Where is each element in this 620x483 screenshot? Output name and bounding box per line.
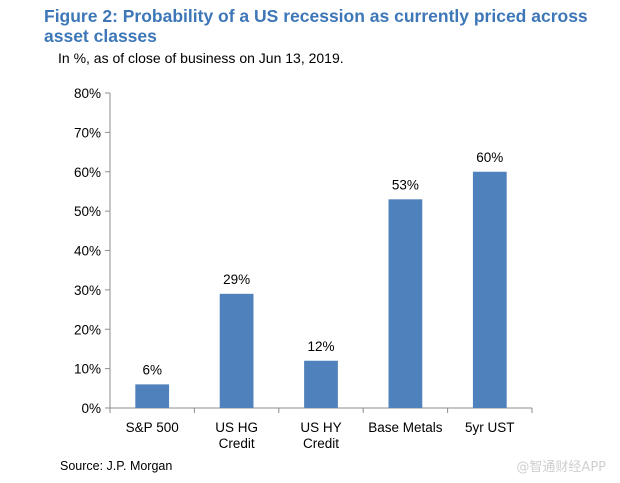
y-tick-label: 70%	[74, 125, 101, 140]
data-label: 60%	[476, 150, 503, 165]
watermark: @智通财经APP	[516, 460, 606, 475]
bar	[388, 199, 423, 408]
y-tick-label: 20%	[74, 322, 101, 337]
data-label: 29%	[223, 272, 250, 287]
x-category-label: US HG	[215, 420, 258, 435]
x-category-label: Credit	[219, 436, 255, 451]
y-axis: 0% 10% 20% 30% 40% 50% 60% 70% 80%	[74, 86, 111, 416]
bar	[472, 171, 507, 408]
data-label: 12%	[307, 339, 334, 354]
bar	[304, 360, 338, 408]
x-category-label: 5yr UST	[465, 420, 515, 435]
y-tick-label: 40%	[74, 244, 101, 259]
data-label: 6%	[142, 362, 162, 377]
chart-subtitle: In %, as of close of business on Jun 13,…	[58, 50, 344, 66]
x-category-label: Credit	[303, 436, 339, 451]
y-tick-label: 80%	[74, 86, 101, 101]
x-category-label: US HY	[300, 420, 341, 435]
y-tick-label: 30%	[74, 283, 101, 298]
x-category-label: S&P 500	[126, 420, 179, 435]
bar	[219, 293, 254, 408]
chart-title: Figure 2: Probability of a US recession …	[44, 6, 588, 46]
y-tick-label: 0%	[81, 401, 101, 416]
chart-source: Source: J.P. Morgan	[60, 459, 173, 473]
x-category-label: Base Metals	[368, 420, 443, 435]
y-tick-label: 10%	[74, 362, 101, 377]
bar	[135, 384, 170, 408]
data-label: 53%	[392, 177, 419, 192]
bars: 6% 29% 12% 53% 60%	[135, 150, 507, 408]
y-tick-label: 60%	[74, 165, 101, 180]
y-tick-label: 50%	[74, 204, 101, 219]
